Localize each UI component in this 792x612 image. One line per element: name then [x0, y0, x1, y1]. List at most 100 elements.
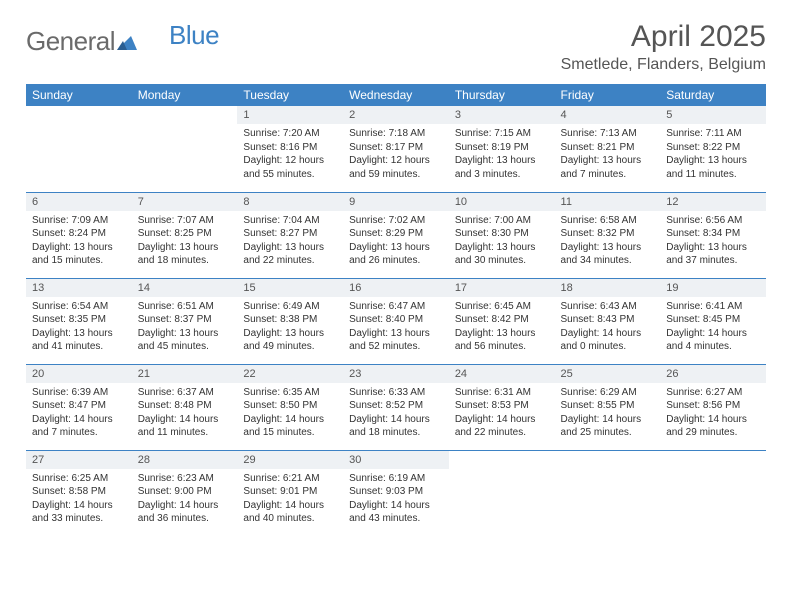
daylight-text: Daylight: 13 hours and 37 minutes. — [666, 241, 760, 268]
day-number-empty — [26, 106, 132, 124]
calendar-cell: 24Sunrise: 6:31 AMSunset: 8:53 PMDayligh… — [449, 364, 555, 450]
calendar-cell: 17Sunrise: 6:45 AMSunset: 8:42 PMDayligh… — [449, 278, 555, 364]
sunset-text: Sunset: 8:30 PM — [455, 227, 549, 241]
day-body: Sunrise: 6:27 AMSunset: 8:56 PMDaylight:… — [660, 383, 766, 444]
daylight-text: Daylight: 13 hours and 15 minutes. — [32, 241, 126, 268]
day-body: Sunrise: 7:00 AMSunset: 8:30 PMDaylight:… — [449, 211, 555, 272]
day-body: Sunrise: 6:58 AMSunset: 8:32 PMDaylight:… — [555, 211, 661, 272]
daylight-text: Daylight: 14 hours and 15 minutes. — [243, 413, 337, 440]
day-body: Sunrise: 6:56 AMSunset: 8:34 PMDaylight:… — [660, 211, 766, 272]
day-body: Sunrise: 6:43 AMSunset: 8:43 PMDaylight:… — [555, 297, 661, 358]
dow-sunday: Sunday — [26, 84, 132, 106]
calendar-row: 1Sunrise: 7:20 AMSunset: 8:16 PMDaylight… — [26, 106, 766, 192]
sunrise-text: Sunrise: 6:58 AM — [561, 214, 655, 228]
day-number: 13 — [26, 279, 132, 297]
dow-thursday: Thursday — [449, 84, 555, 106]
sunset-text: Sunset: 9:03 PM — [349, 485, 443, 499]
sunset-text: Sunset: 8:29 PM — [349, 227, 443, 241]
calendar-cell-empty — [660, 450, 766, 536]
calendar-cell: 23Sunrise: 6:33 AMSunset: 8:52 PMDayligh… — [343, 364, 449, 450]
calendar-cell: 8Sunrise: 7:04 AMSunset: 8:27 PMDaylight… — [237, 192, 343, 278]
day-body: Sunrise: 6:54 AMSunset: 8:35 PMDaylight:… — [26, 297, 132, 358]
month-title: April 2025 — [561, 20, 766, 54]
sunset-text: Sunset: 8:27 PM — [243, 227, 337, 241]
sunrise-text: Sunrise: 7:11 AM — [666, 127, 760, 141]
sunrise-text: Sunrise: 6:21 AM — [243, 472, 337, 486]
calendar-cell: 7Sunrise: 7:07 AMSunset: 8:25 PMDaylight… — [132, 192, 238, 278]
sunrise-text: Sunrise: 6:56 AM — [666, 214, 760, 228]
sunrise-text: Sunrise: 6:39 AM — [32, 386, 126, 400]
sunrise-text: Sunrise: 6:33 AM — [349, 386, 443, 400]
calendar-cell: 9Sunrise: 7:02 AMSunset: 8:29 PMDaylight… — [343, 192, 449, 278]
sunset-text: Sunset: 8:42 PM — [455, 313, 549, 327]
calendar-cell: 14Sunrise: 6:51 AMSunset: 8:37 PMDayligh… — [132, 278, 238, 364]
sunset-text: Sunset: 8:34 PM — [666, 227, 760, 241]
daylight-text: Daylight: 14 hours and 0 minutes. — [561, 327, 655, 354]
calendar-cell: 20Sunrise: 6:39 AMSunset: 8:47 PMDayligh… — [26, 364, 132, 450]
sunset-text: Sunset: 8:21 PM — [561, 141, 655, 155]
day-number: 4 — [555, 106, 661, 124]
day-number: 16 — [343, 279, 449, 297]
day-body: Sunrise: 7:11 AMSunset: 8:22 PMDaylight:… — [660, 124, 766, 185]
day-number: 8 — [237, 193, 343, 211]
sunset-text: Sunset: 8:17 PM — [349, 141, 443, 155]
calendar-cell: 5Sunrise: 7:11 AMSunset: 8:22 PMDaylight… — [660, 106, 766, 192]
day-of-week-row: Sunday Monday Tuesday Wednesday Thursday… — [26, 84, 766, 106]
sunrise-text: Sunrise: 7:09 AM — [32, 214, 126, 228]
day-number: 28 — [132, 451, 238, 469]
dow-saturday: Saturday — [660, 84, 766, 106]
calendar-cell: 29Sunrise: 6:21 AMSunset: 9:01 PMDayligh… — [237, 450, 343, 536]
day-number-empty — [132, 106, 238, 124]
day-number: 22 — [237, 365, 343, 383]
day-body: Sunrise: 7:13 AMSunset: 8:21 PMDaylight:… — [555, 124, 661, 185]
sunset-text: Sunset: 8:50 PM — [243, 399, 337, 413]
sunrise-text: Sunrise: 6:47 AM — [349, 300, 443, 314]
day-number: 5 — [660, 106, 766, 124]
calendar-cell: 15Sunrise: 6:49 AMSunset: 8:38 PMDayligh… — [237, 278, 343, 364]
logo: General Blue — [26, 26, 219, 57]
logo-text-general: General — [26, 26, 115, 57]
sunset-text: Sunset: 8:58 PM — [32, 485, 126, 499]
daylight-text: Daylight: 13 hours and 41 minutes. — [32, 327, 126, 354]
day-number: 15 — [237, 279, 343, 297]
daylight-text: Daylight: 14 hours and 18 minutes. — [349, 413, 443, 440]
calendar-cell: 11Sunrise: 6:58 AMSunset: 8:32 PMDayligh… — [555, 192, 661, 278]
sunset-text: Sunset: 8:43 PM — [561, 313, 655, 327]
day-body: Sunrise: 6:19 AMSunset: 9:03 PMDaylight:… — [343, 469, 449, 530]
daylight-text: Daylight: 12 hours and 59 minutes. — [349, 154, 443, 181]
day-body: Sunrise: 6:49 AMSunset: 8:38 PMDaylight:… — [237, 297, 343, 358]
daylight-text: Daylight: 14 hours and 22 minutes. — [455, 413, 549, 440]
daylight-text: Daylight: 13 hours and 3 minutes. — [455, 154, 549, 181]
day-body: Sunrise: 7:02 AMSunset: 8:29 PMDaylight:… — [343, 211, 449, 272]
day-number: 6 — [26, 193, 132, 211]
calendar-row: 6Sunrise: 7:09 AMSunset: 8:24 PMDaylight… — [26, 192, 766, 278]
calendar-cell: 2Sunrise: 7:18 AMSunset: 8:17 PMDaylight… — [343, 106, 449, 192]
sunrise-text: Sunrise: 6:49 AM — [243, 300, 337, 314]
day-body: Sunrise: 6:37 AMSunset: 8:48 PMDaylight:… — [132, 383, 238, 444]
day-number: 1 — [237, 106, 343, 124]
calendar-cell: 21Sunrise: 6:37 AMSunset: 8:48 PMDayligh… — [132, 364, 238, 450]
day-number: 24 — [449, 365, 555, 383]
daylight-text: Daylight: 14 hours and 11 minutes. — [138, 413, 232, 440]
day-number: 21 — [132, 365, 238, 383]
day-body: Sunrise: 7:15 AMSunset: 8:19 PMDaylight:… — [449, 124, 555, 185]
sunrise-text: Sunrise: 6:27 AM — [666, 386, 760, 400]
day-number: 26 — [660, 365, 766, 383]
sunrise-text: Sunrise: 6:19 AM — [349, 472, 443, 486]
daylight-text: Daylight: 13 hours and 30 minutes. — [455, 241, 549, 268]
daylight-text: Daylight: 14 hours and 4 minutes. — [666, 327, 760, 354]
calendar-cell-empty — [449, 450, 555, 536]
calendar-cell: 30Sunrise: 6:19 AMSunset: 9:03 PMDayligh… — [343, 450, 449, 536]
calendar-cell: 3Sunrise: 7:15 AMSunset: 8:19 PMDaylight… — [449, 106, 555, 192]
day-body: Sunrise: 6:25 AMSunset: 8:58 PMDaylight:… — [26, 469, 132, 530]
sunrise-text: Sunrise: 6:51 AM — [138, 300, 232, 314]
daylight-text: Daylight: 13 hours and 26 minutes. — [349, 241, 443, 268]
sunrise-text: Sunrise: 6:45 AM — [455, 300, 549, 314]
daylight-text: Daylight: 14 hours and 29 minutes. — [666, 413, 760, 440]
calendar-cell: 26Sunrise: 6:27 AMSunset: 8:56 PMDayligh… — [660, 364, 766, 450]
calendar-row: 20Sunrise: 6:39 AMSunset: 8:47 PMDayligh… — [26, 364, 766, 450]
daylight-text: Daylight: 14 hours and 25 minutes. — [561, 413, 655, 440]
dow-wednesday: Wednesday — [343, 84, 449, 106]
daylight-text: Daylight: 13 hours and 45 minutes. — [138, 327, 232, 354]
day-number: 19 — [660, 279, 766, 297]
